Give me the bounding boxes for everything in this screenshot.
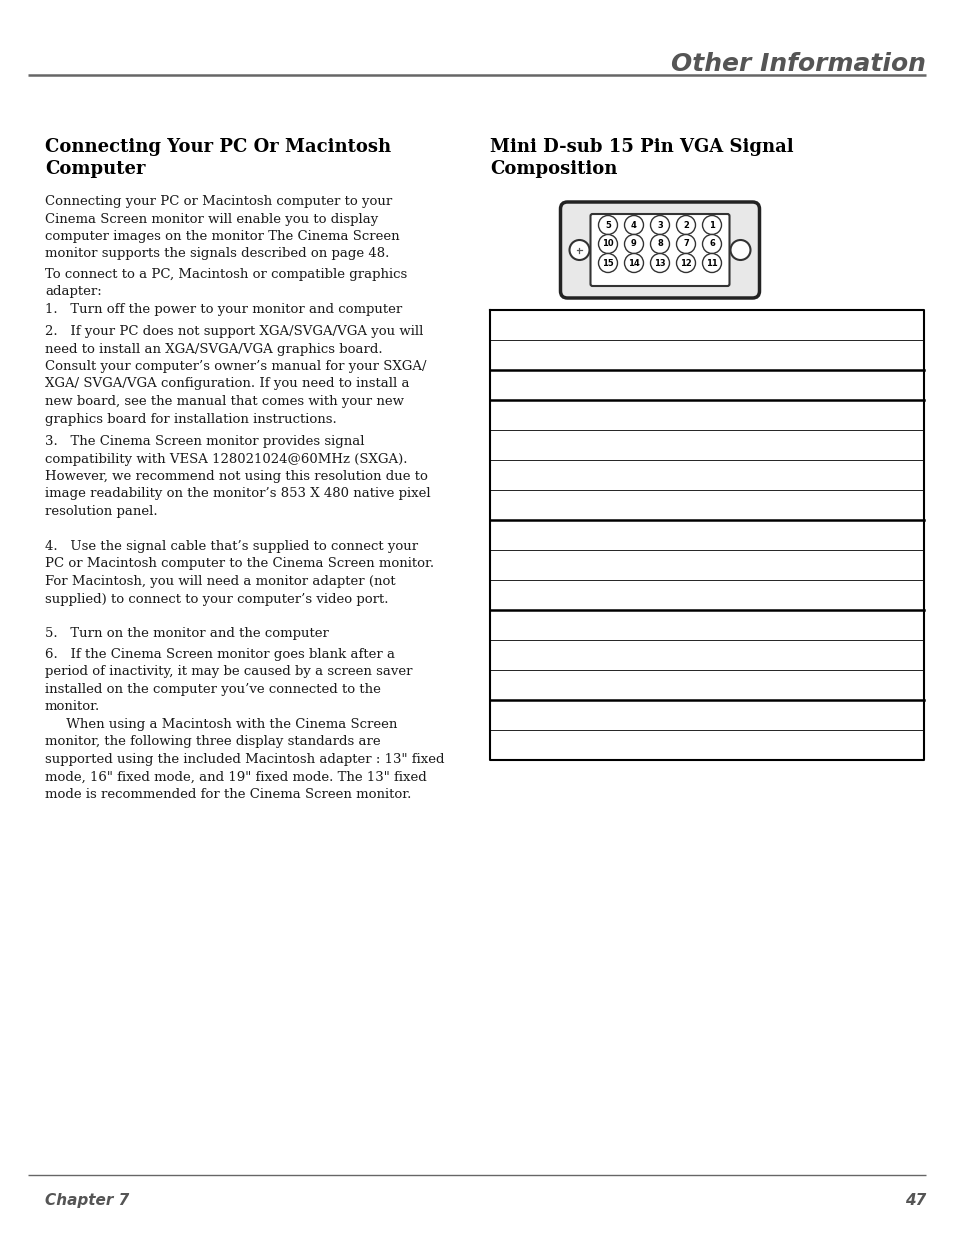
FancyBboxPatch shape <box>560 203 759 298</box>
Text: 3.   The Cinema Screen monitor provides signal
compatibility with VESA 128021024: 3. The Cinema Screen monitor provides si… <box>45 435 430 517</box>
Circle shape <box>676 253 695 273</box>
Circle shape <box>650 253 669 273</box>
Circle shape <box>598 215 617 235</box>
Circle shape <box>701 253 720 273</box>
Circle shape <box>730 240 750 261</box>
Text: 6: 6 <box>708 240 714 248</box>
Text: 1: 1 <box>708 221 714 230</box>
Text: To connect to a PC, Macintosh or compatible graphics
adapter:: To connect to a PC, Macintosh or compati… <box>45 268 407 299</box>
Text: 8: 8 <box>657 240 662 248</box>
Circle shape <box>676 235 695 253</box>
Text: Connecting Your PC Or Macintosh: Connecting Your PC Or Macintosh <box>45 138 391 156</box>
Text: 1.   Turn off the power to your monitor and computer: 1. Turn off the power to your monitor an… <box>45 303 402 316</box>
Text: Computer: Computer <box>45 161 146 178</box>
Circle shape <box>650 215 669 235</box>
Circle shape <box>650 235 669 253</box>
Circle shape <box>701 215 720 235</box>
Text: 13: 13 <box>654 258 665 268</box>
Text: 11: 11 <box>705 258 717 268</box>
Text: Connecting your PC or Macintosh computer to your
Cinema Screen monitor will enab: Connecting your PC or Macintosh computer… <box>45 195 399 261</box>
Text: 4: 4 <box>630 221 637 230</box>
Text: 9: 9 <box>631 240 637 248</box>
Text: 12: 12 <box>679 258 691 268</box>
FancyBboxPatch shape <box>590 214 729 287</box>
Circle shape <box>624 253 643 273</box>
Text: Other Information: Other Information <box>670 52 925 77</box>
Text: Chapter 7: Chapter 7 <box>45 1193 129 1208</box>
Text: 3: 3 <box>657 221 662 230</box>
Text: 5.   Turn on the monitor and the computer: 5. Turn on the monitor and the computer <box>45 627 329 640</box>
Text: 2.   If your PC does not support XGA/SVGA/VGA you will
need to install an XGA/SV: 2. If your PC does not support XGA/SVGA/… <box>45 325 426 426</box>
Circle shape <box>624 215 643 235</box>
Text: 4.   Use the signal cable that’s supplied to connect your
PC or Macintosh comput: 4. Use the signal cable that’s supplied … <box>45 540 434 605</box>
Text: Composition: Composition <box>490 161 617 178</box>
Text: 6.   If the Cinema Screen monitor goes blank after a
period of inactivity, it ma: 6. If the Cinema Screen monitor goes bla… <box>45 648 412 714</box>
Circle shape <box>676 215 695 235</box>
Text: 14: 14 <box>627 258 639 268</box>
Text: Mini D-sub 15 Pin VGA Signal: Mini D-sub 15 Pin VGA Signal <box>490 138 793 156</box>
Text: 15: 15 <box>601 258 613 268</box>
Circle shape <box>701 235 720 253</box>
Circle shape <box>569 240 589 261</box>
Text: When using a Macintosh with the Cinema Screen
monitor, the following three displ: When using a Macintosh with the Cinema S… <box>45 718 444 802</box>
Text: 2: 2 <box>682 221 688 230</box>
Text: 47: 47 <box>903 1193 925 1208</box>
Text: 10: 10 <box>601 240 613 248</box>
Circle shape <box>598 235 617 253</box>
Text: 5: 5 <box>604 221 610 230</box>
Circle shape <box>624 235 643 253</box>
Circle shape <box>598 253 617 273</box>
Text: 7: 7 <box>682 240 688 248</box>
